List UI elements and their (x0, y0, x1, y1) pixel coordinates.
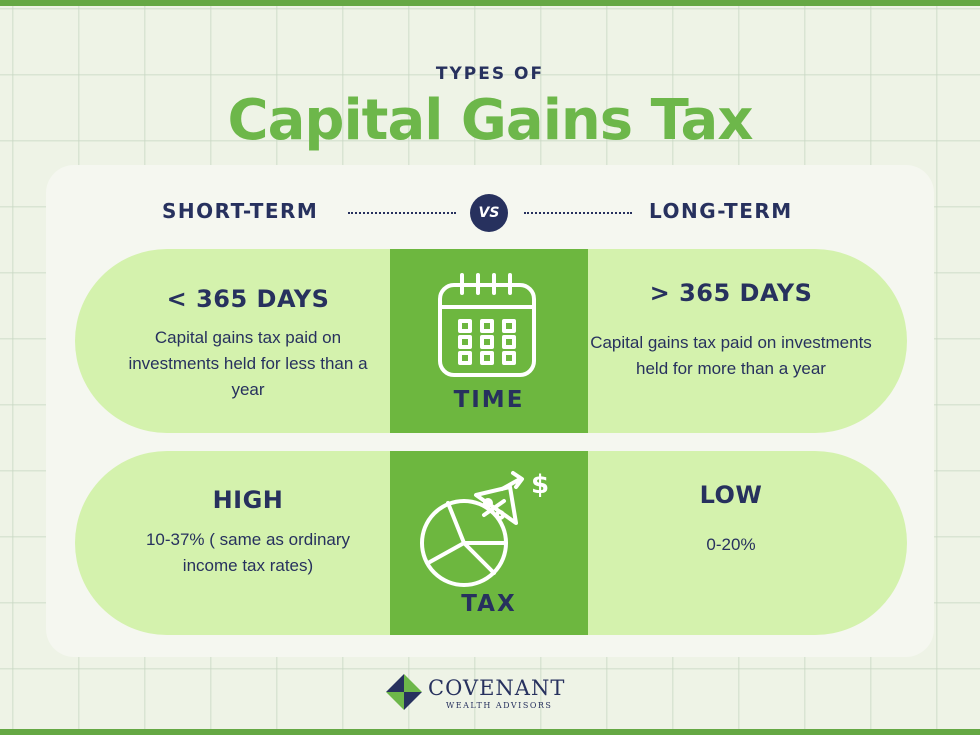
brand-tagline: WEALTH ADVISORS (446, 701, 553, 710)
page-title: Capital Gains Tax (227, 88, 754, 153)
long-term-time-heading: > 365 DAYS (649, 279, 813, 307)
pie-chart-tax-icon: $ (420, 470, 549, 587)
long-term-tax-description: 0-20% (706, 535, 756, 554)
short-term-time-heading: < 365 DAYS (166, 285, 330, 313)
time-category-box: TIME (390, 249, 588, 433)
bottom-border (0, 729, 980, 735)
long-term-time-description: Capital gains tax paid on investments he… (590, 333, 872, 378)
brand-logo: COVENANT WEALTH ADVISORS (386, 674, 586, 714)
title-kicker: TYPES OF (435, 64, 545, 84)
short-term-tax-description: 10-37% ( same as ordinary income tax rat… (145, 530, 351, 575)
tax-category-box: $ TAX (390, 451, 588, 635)
time-category-label: TIME (453, 387, 525, 413)
dotted-divider-right (524, 212, 632, 214)
tax-category-label: TAX (461, 591, 517, 617)
short-term-tax-heading: HIGH (212, 486, 284, 514)
calendar-icon (438, 273, 536, 377)
brand-name: COVENANT (428, 676, 566, 700)
diamond-logo-icon (386, 674, 422, 710)
svg-text:$: $ (531, 470, 549, 500)
vs-badge: VS (470, 194, 508, 232)
long-term-tax-heading: LOW (699, 481, 763, 509)
short-term-time-description: Capital gains tax paid on investments he… (128, 328, 368, 399)
dotted-divider-left (348, 212, 456, 214)
top-border (0, 0, 980, 6)
long-term-heading: LONG-TERM (649, 199, 793, 223)
short-term-heading: SHORT-TERM (162, 199, 319, 223)
